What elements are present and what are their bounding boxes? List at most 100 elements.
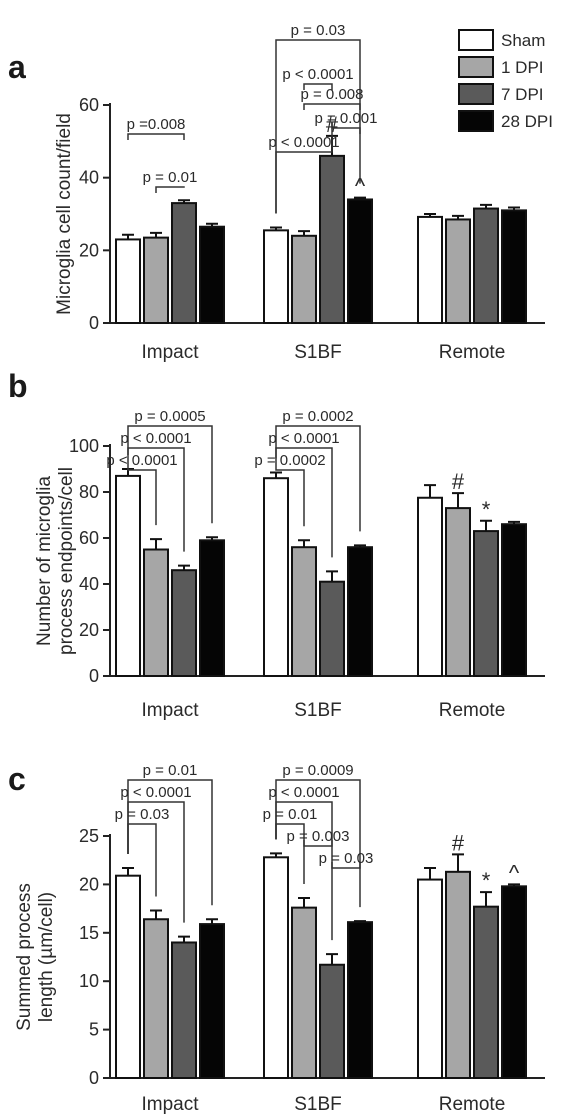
bracket-5 [275,823,305,884]
bracket-label-0: p = 0.01 [143,762,198,779]
bar-s1bf-3 [347,546,373,678]
bar-remote-1 [445,507,471,677]
error-bar-2-2 [480,891,492,907]
y-axis-label-line-2: process endpoints/cell [56,467,77,655]
bar-s1bf-1 [291,906,317,1080]
error-bar-0-0 [122,866,134,876]
bracket-label-1: p = 0.01 [143,169,198,186]
y-tick-label-3: 15 [79,923,99,943]
error-bar-2-0 [424,484,436,498]
error-bar-1-2 [326,570,338,582]
legend: Sham 1 DPI 7 DPI 28 DPI [458,29,553,132]
bracket-label-4: p < 0.0001 [268,784,339,801]
bar-remote-3 [501,209,527,324]
bar-s1bf-2 [319,154,345,324]
error-bar-1-1 [298,539,310,548]
bar-impact-1 [143,236,169,324]
y-tick-label-5: 25 [79,826,99,846]
error-bar-0-1 [150,538,162,550]
bracket-label-5: p = 0.01 [263,806,318,823]
category-label-1: S1BF [294,342,342,363]
marker-1: * [482,868,491,893]
marker-1: * [482,497,491,522]
category-label-1: S1BF [294,1094,342,1115]
bracket-5 [303,103,361,110]
bracket-label-1: p < 0.0001 [120,430,191,447]
bracket-0 [127,133,185,140]
bracket-label-1: p < 0.0001 [120,784,191,801]
bracket-label-2: p = 0.03 [115,806,170,823]
bar-remote-0 [417,496,443,677]
legend-swatch-1 [458,56,494,78]
category-label-0: Impact [141,700,199,721]
bar-remote-2 [473,530,499,677]
y-tick-label-2: 40 [79,168,99,188]
bar-s1bf-1 [291,546,317,678]
error-bar-0-1 [150,909,162,920]
bar-remote-3 [501,523,527,678]
bracket-4 [275,801,333,941]
y-tick-label-3: 60 [79,95,99,115]
y-tick-label-0: 0 [89,666,99,686]
bracket-5 [275,458,305,527]
bar-s1bf-0 [263,229,289,325]
bracket-label-5: p = 0.0002 [254,452,325,469]
bracket-label-6: p = 0.003 [287,828,350,845]
bar-s1bf-2 [319,963,345,1080]
error-bar-2-0 [424,866,436,880]
legend-label-3: 28 DPI [501,112,553,131]
bar-impact-3 [199,225,225,324]
y-tick-label-0: 0 [89,1068,99,1088]
y-tick-label-2: 10 [79,971,99,991]
bar-impact-3 [199,923,225,1080]
bracket-label-0: p =0.008 [127,116,186,133]
category-label-2: Remote [439,1094,506,1115]
bar-impact-2 [171,941,197,1079]
bar-remote-1 [445,218,471,324]
bar-s1bf-2 [319,580,345,678]
y-axis-label: Number of microgliaprocess endpoints/cel… [34,467,77,655]
bracket-6 [303,840,333,847]
bar-s1bf-0 [263,477,289,678]
y-axis-label: Microglia cell count/field [54,113,75,315]
bracket-6 [331,121,361,134]
bar-s1bf-1 [291,234,317,324]
error-bar-1-2 [326,953,338,965]
y-tick-label-3: 60 [79,528,99,548]
panel-b: b 0 20 40 60 80 100 Number of microgliaprocess … [8,368,545,721]
category-label-1: S1BF [294,700,342,721]
error-bar-2-1 [452,492,464,509]
bracket-label-5: p = 0.008 [301,86,364,103]
panel-letter: c [8,761,26,797]
y-axis-label-line-1: Summed process [14,883,35,1031]
category-label-2: Remote [439,700,506,721]
bracket-2 [127,823,157,897]
bar-impact-1 [143,548,169,677]
bracket-label-3: p = 0.0009 [282,762,353,779]
marker-1: ^ [355,174,366,199]
bracket-0 [127,425,213,524]
y-axis-label: Summed processlength (µm/cell) [14,883,57,1031]
y-tick-label-1: 5 [89,1020,99,1040]
legend-label-0: Sham [501,31,545,50]
category-label-0: Impact [141,1094,199,1115]
bar-remote-1 [445,870,471,1079]
bracket-label-7: p = 0.03 [319,850,374,867]
legend-swatch-0 [458,29,494,51]
y-tick-label-5: 100 [69,436,99,456]
bar-impact-0 [115,238,141,324]
y-tick-label-1: 20 [79,620,99,640]
category-label-2: Remote [439,342,506,363]
bracket-4 [303,83,333,90]
bar-s1bf-0 [263,856,289,1080]
bar-remote-2 [473,207,499,324]
legend-swatch-2 [458,83,494,105]
bar-remote-2 [473,905,499,1079]
y-axis-label-line-2: length (µm/cell) [36,892,57,1022]
bar-impact-2 [171,569,197,678]
bracket-1 [127,447,185,552]
bracket-label-3: p = 0.0002 [282,408,353,425]
bar-impact-0 [115,474,141,677]
